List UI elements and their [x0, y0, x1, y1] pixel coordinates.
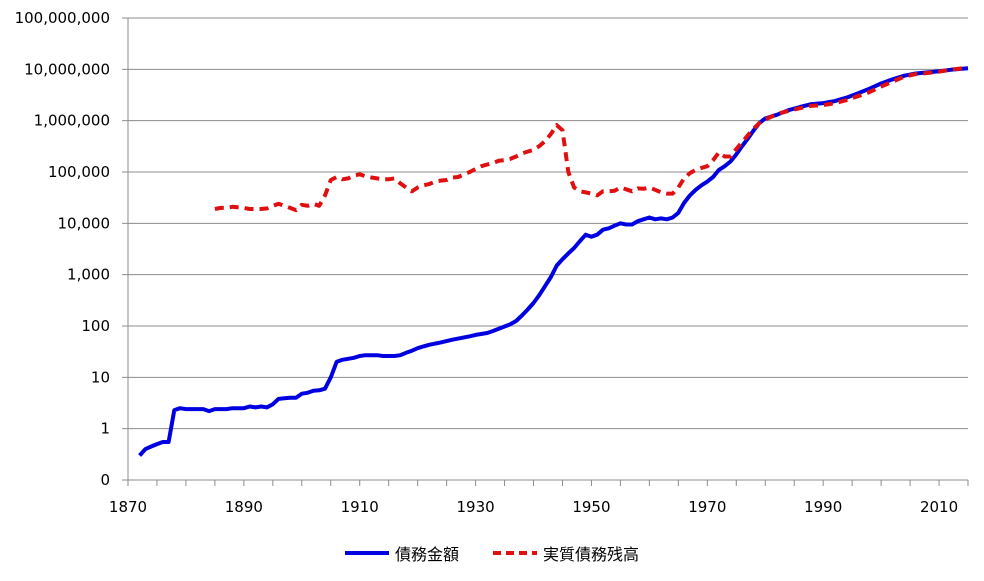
y-tick-label: 100: [81, 317, 110, 335]
x-tick-label: 1950: [572, 498, 610, 516]
y-tick-label: 0: [100, 471, 110, 489]
y-tick-label: 1,000: [67, 266, 110, 284]
x-tick-label: 2010: [920, 498, 958, 516]
x-tick-label: 1970: [688, 498, 726, 516]
y-tick-label: 100,000: [48, 163, 110, 181]
y-tick-label: 10,000,000: [24, 60, 110, 78]
x-tick-label: 1910: [341, 498, 379, 516]
y-tick-label: 1,000,000: [34, 112, 110, 130]
x-tick-label: 1990: [804, 498, 842, 516]
x-axis-tick-labels: 1870 1890 1910 1930 1950 1970 1990 2010: [109, 498, 958, 516]
legend: 債務金額 実質債務残高: [0, 538, 984, 568]
gridlines: [128, 17, 968, 430]
legend-label-series-2: 実質債務残高: [543, 545, 640, 564]
series-lines: [138, 65, 969, 457]
chart-canvas: 0 1 10 100 1,000 10,000 100,000 1,000,000 10,000…: [15, 9, 969, 516]
y-tick-label: 10: [91, 368, 110, 386]
x-tick-label: 1890: [225, 498, 263, 516]
legend-swatch-series-1: [344, 551, 389, 555]
y-tick-label: 1: [100, 420, 110, 438]
y-axis-tick-labels: 0 1 10 100 1,000 10,000 100,000 1,000,000 10,000…: [15, 9, 110, 489]
series-line-2: [214, 65, 969, 213]
legend-label-series-1: 債務金額: [394, 545, 459, 564]
series-line-1: [138, 66, 969, 457]
legend-item-series-2: 実質債務残高: [493, 541, 639, 565]
y-tick-label: 10,000: [58, 214, 111, 232]
axes: [122, 17, 969, 486]
y-tick-label: 100,000,000: [15, 9, 110, 27]
legend-item-series-1: 債務金額: [344, 541, 459, 565]
x-tick-label: 1930: [456, 498, 494, 516]
x-tick-label: 1870: [109, 498, 147, 516]
legend-swatch-series-2: [493, 551, 537, 555]
